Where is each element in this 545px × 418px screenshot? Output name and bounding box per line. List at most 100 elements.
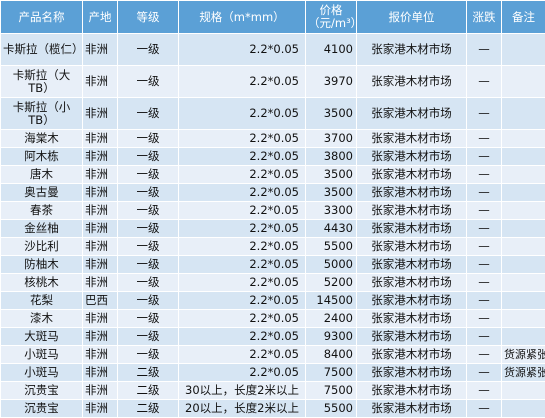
cell-price: 3500 [306, 166, 357, 184]
cell-note: 货源紧张 [502, 364, 545, 382]
cell-unit: 张家港木材市场 [357, 364, 467, 382]
cell-note [502, 34, 545, 66]
cell-origin: 非洲 [83, 238, 118, 256]
table-row: 海棠木 非洲 一级 2.2*0.05 3700 张家港木材市场 — [1, 130, 545, 148]
cell-change: — [467, 274, 502, 292]
header-row: 产品名称 产地 等级 规格（m*mm） 价格（元/m³） 报价单位 涨跌 备注 [1, 1, 545, 34]
cell-spec: 2.2*0.05 [179, 184, 306, 202]
table-row: 小斑马 非洲 一级 2.2*0.05 8400 张家港木材市场 — 货源紧张 [1, 346, 545, 364]
cell-origin: 非洲 [83, 220, 118, 238]
cell-spec: 2.2*0.05 [179, 166, 306, 184]
header-change: 涨跌 [467, 1, 502, 34]
cell-price: 5000 [306, 256, 357, 274]
cell-note [502, 130, 545, 148]
cell-unit: 张家港木材市场 [357, 274, 467, 292]
cell-note [502, 400, 545, 418]
cell-name: 金丝柚 [1, 220, 83, 238]
table-row: 大斑马 非洲 一级 2.2*0.05 9300 张家港木材市场 — [1, 328, 545, 346]
cell-origin: 非洲 [83, 364, 118, 382]
cell-name: 漆木 [1, 310, 83, 328]
cell-change: — [467, 148, 502, 166]
cell-note [502, 256, 545, 274]
cell-note [502, 238, 545, 256]
cell-origin: 非洲 [83, 148, 118, 166]
cell-unit: 张家港木材市场 [357, 130, 467, 148]
table-row: 沉贵宝 非洲 二级 20以上，长度2米以上 5500 张家港木材市场 — [1, 400, 545, 418]
cell-spec: 2.2*0.05 [179, 202, 306, 220]
cell-origin: 巴西 [83, 292, 118, 310]
cell-origin: 非洲 [83, 256, 118, 274]
cell-price: 3800 [306, 148, 357, 166]
cell-grade: 二级 [118, 382, 179, 400]
cell-spec: 2.2*0.05 [179, 66, 306, 98]
cell-origin: 非洲 [83, 98, 118, 130]
header-name: 产品名称 [1, 1, 83, 34]
cell-spec: 2.2*0.05 [179, 34, 306, 66]
cell-name: 春茶 [1, 202, 83, 220]
cell-grade: 一级 [118, 256, 179, 274]
cell-grade: 一级 [118, 34, 179, 66]
cell-spec: 2.2*0.05 [179, 238, 306, 256]
cell-grade: 一级 [118, 98, 179, 130]
cell-name: 小斑马 [1, 364, 83, 382]
cell-unit: 张家港木材市场 [357, 238, 467, 256]
cell-unit: 张家港木材市场 [357, 66, 467, 98]
cell-spec: 2.2*0.05 [179, 328, 306, 346]
cell-name: 小斑马 [1, 346, 83, 364]
table-row: 漆木 非洲 一级 2.2*0.05 2400 张家港木材市场 — [1, 310, 545, 328]
cell-change: — [467, 346, 502, 364]
cell-name: 防柚木 [1, 256, 83, 274]
cell-grade: 一级 [118, 184, 179, 202]
cell-unit: 张家港木材市场 [357, 166, 467, 184]
cell-grade: 一级 [118, 310, 179, 328]
table-row: 卡斯拉（大TB） 非洲 一级 2.2*0.05 3970 张家港木材市场 — [1, 66, 545, 98]
cell-origin: 非洲 [83, 346, 118, 364]
cell-origin: 非洲 [83, 184, 118, 202]
cell-unit: 张家港木材市场 [357, 256, 467, 274]
table-row: 卡斯拉（小TB） 非洲 一级 2.2*0.05 3500 张家港木材市场 — [1, 98, 545, 130]
cell-note [502, 220, 545, 238]
cell-change: — [467, 310, 502, 328]
table-row: 小斑马 非洲 二级 2.2*0.05 7500 张家港木材市场 — 货源紧张 [1, 364, 545, 382]
cell-grade: 一级 [118, 220, 179, 238]
cell-spec: 2.2*0.05 [179, 310, 306, 328]
cell-note [502, 202, 545, 220]
cell-price: 9300 [306, 328, 357, 346]
cell-change: — [467, 220, 502, 238]
cell-price: 4100 [306, 34, 357, 66]
cell-note [502, 184, 545, 202]
cell-grade: 一级 [118, 328, 179, 346]
cell-unit: 张家港木材市场 [357, 202, 467, 220]
cell-price: 7500 [306, 382, 357, 400]
cell-unit: 张家港木材市场 [357, 184, 467, 202]
cell-price: 3500 [306, 98, 357, 130]
table-row: 沉贵宝 非洲 二级 30以上，长度2米以上 7500 张家港木材市场 — [1, 382, 545, 400]
cell-price: 8400 [306, 346, 357, 364]
cell-change: — [467, 66, 502, 98]
cell-note [502, 292, 545, 310]
cell-change: — [467, 166, 502, 184]
cell-grade: 一级 [118, 148, 179, 166]
cell-name: 阿木栋 [1, 148, 83, 166]
cell-grade: 一级 [118, 66, 179, 98]
cell-note [502, 328, 545, 346]
cell-change: — [467, 382, 502, 400]
cell-origin: 非洲 [83, 34, 118, 66]
cell-name: 卡斯拉（榄仁） [1, 34, 83, 66]
table-row: 奥古曼 非洲 一级 2.2*0.05 3500 张家港木材市场 — [1, 184, 545, 202]
cell-spec: 2.2*0.05 [179, 274, 306, 292]
cell-price: 5500 [306, 238, 357, 256]
cell-origin: 非洲 [83, 328, 118, 346]
cell-origin: 非洲 [83, 274, 118, 292]
cell-grade: 一级 [118, 238, 179, 256]
cell-change: — [467, 328, 502, 346]
cell-note [502, 310, 545, 328]
cell-spec: 2.2*0.05 [179, 364, 306, 382]
cell-unit: 张家港木材市场 [357, 220, 467, 238]
cell-price: 5200 [306, 274, 357, 292]
cell-price: 3700 [306, 130, 357, 148]
cell-name: 海棠木 [1, 130, 83, 148]
cell-spec: 2.2*0.05 [179, 292, 306, 310]
cell-price: 2400 [306, 310, 357, 328]
cell-change: — [467, 238, 502, 256]
